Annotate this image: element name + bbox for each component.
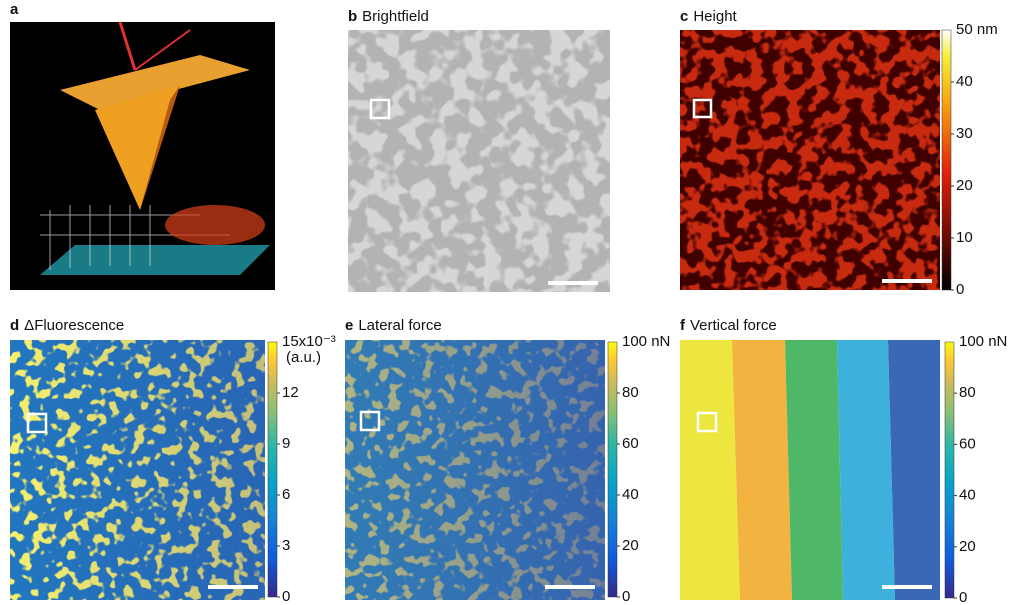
panel-letter: b [348,8,357,25]
colorbar-max-label: 15x10⁻³ [282,333,336,350]
panel-title: Vertical force [690,317,777,334]
colorbar-tick-label: 60 [622,435,639,452]
colorbar [608,342,617,597]
panel-label: d ΔFluorescence [10,317,124,334]
fluorescence-image [10,340,265,600]
colorbar-tick-label: 40 [622,486,639,503]
panel-letter: d [10,317,19,334]
colorbar-tick-label: 3 [282,537,290,554]
panel-label: c Height [680,8,738,25]
colorbar-tick-label: 80 [622,384,639,401]
colorbar-tick-label: 9 [282,435,290,452]
panel-title: Lateral force [358,317,441,334]
panel-label: b Brightfield [348,8,429,25]
brightfield-image [348,30,610,292]
colorbar-max-label: 50 nm [956,21,998,38]
colorbar-tick-label: 0 [622,588,630,605]
colorbar-tick-label: 30 [956,125,973,142]
colorbar-tick-label: 6 [282,486,290,503]
height-image [680,30,940,290]
colorbar-tick-label: 20 [956,177,973,194]
colorbar-max-label: 100 nN [622,333,670,350]
colorbar-max-label: 100 nN [959,333,1007,350]
colorbar [268,342,277,597]
illustration [10,22,275,290]
panel-title: Height [693,8,737,25]
colorbar-tick-label: 10 [956,229,973,246]
panel-letter: a [10,1,19,18]
colorbar [942,30,951,290]
panel-title: Brightfield [362,8,429,25]
colorbar-tick-label: 40 [959,487,976,504]
colorbar-tick-label: 20 [622,537,639,554]
colorbar-tick-label: 60 [959,435,976,452]
vertical-force-image [680,340,940,600]
colorbar-tick-label: 12 [282,384,299,401]
colorbar-tick-label: 0 [956,281,964,298]
colorbar-tick-label: 20 [959,538,976,555]
panel-label: e Lateral force [345,317,442,334]
figure: abBrightfieldcHeight50 nm403020100dΔFluo… [0,0,1019,605]
colorbar-tick-label: 0 [959,589,967,605]
colorbar [945,342,954,598]
panel-label: a [10,1,19,18]
lateral-force-image [345,340,605,600]
panel-letter: c [680,8,688,25]
colorbar-tick-label: 0 [282,588,290,605]
colorbar-tick-label: 40 [956,73,973,90]
colorbar-tick-label: 80 [959,384,976,401]
panel-title: ΔFluorescence [24,317,124,334]
panel-letter: f [680,317,686,334]
colorbar-unit: (a.u.) [286,349,321,366]
panel-letter: e [345,317,353,334]
